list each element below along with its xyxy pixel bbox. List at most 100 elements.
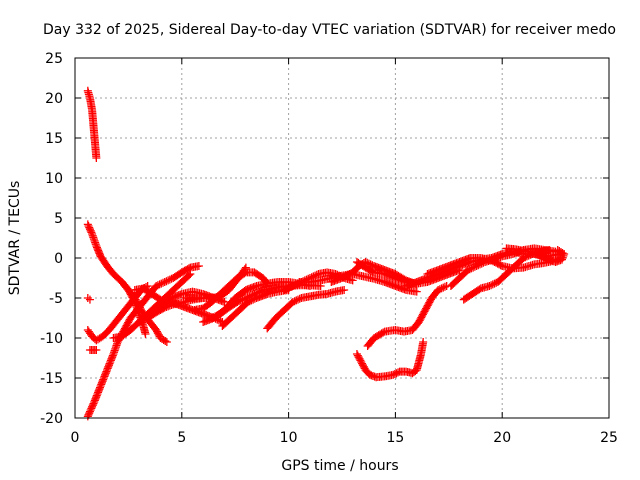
data-point bbox=[247, 296, 256, 305]
x-tick-label: 15 bbox=[386, 430, 404, 446]
data-point bbox=[340, 286, 349, 294]
data-point bbox=[490, 279, 499, 288]
data-point bbox=[538, 252, 547, 261]
data-point bbox=[295, 294, 304, 303]
data-point bbox=[412, 287, 421, 296]
y-tick-label: 15 bbox=[45, 131, 63, 147]
data-point bbox=[236, 296, 245, 305]
series-track-5 bbox=[85, 346, 101, 354]
y-axis-label: SDTVAR / TECUs bbox=[7, 181, 23, 296]
data-point bbox=[249, 295, 258, 304]
y-tick-label: 0 bbox=[54, 251, 63, 267]
data-point bbox=[541, 254, 550, 262]
y-tick-label: -10 bbox=[40, 331, 63, 347]
x-tick-label: 20 bbox=[493, 430, 511, 446]
data-point bbox=[435, 285, 444, 294]
y-tick-label: 5 bbox=[54, 211, 63, 227]
data-point bbox=[185, 271, 194, 280]
data-point bbox=[209, 313, 218, 322]
data-point bbox=[545, 246, 554, 254]
data-point bbox=[293, 295, 302, 304]
data-point bbox=[92, 346, 101, 354]
data-point bbox=[282, 285, 291, 294]
data-point bbox=[290, 297, 299, 306]
data-point bbox=[233, 298, 242, 306]
x-tick-label: 25 bbox=[600, 430, 618, 446]
plot-frame bbox=[74, 57, 610, 419]
data-point bbox=[288, 298, 297, 306]
data-point bbox=[165, 275, 174, 284]
data-point bbox=[465, 265, 474, 274]
data-point bbox=[437, 284, 446, 293]
x-axis-label: GPS time / hours bbox=[281, 458, 398, 474]
data-point bbox=[288, 282, 297, 290]
series-track-23 bbox=[363, 282, 451, 350]
series-track-22 bbox=[352, 338, 428, 382]
data-point bbox=[161, 337, 170, 345]
data-point bbox=[85, 295, 94, 304]
data-point bbox=[472, 262, 481, 270]
data-point bbox=[152, 282, 161, 290]
data-point bbox=[440, 282, 449, 291]
data-point bbox=[439, 283, 448, 292]
data-point bbox=[162, 338, 171, 346]
data-point bbox=[287, 282, 296, 291]
y-tick-label: -20 bbox=[40, 411, 63, 427]
y-tick-label: 10 bbox=[45, 171, 63, 187]
x-tick-label: 0 bbox=[71, 430, 80, 446]
data-point bbox=[207, 314, 216, 322]
data-point bbox=[464, 266, 473, 274]
y-tick-label: 20 bbox=[45, 91, 63, 107]
data-point bbox=[474, 261, 483, 270]
x-tick-label: 5 bbox=[177, 430, 186, 446]
data-point bbox=[244, 298, 253, 306]
data-point bbox=[553, 246, 562, 254]
series-track-3 bbox=[83, 294, 94, 304]
data-point bbox=[245, 297, 254, 306]
data-point bbox=[290, 281, 299, 290]
data-point bbox=[540, 253, 549, 262]
data-point bbox=[283, 284, 292, 293]
data-point bbox=[555, 247, 564, 255]
data-point bbox=[487, 281, 496, 290]
data-point bbox=[238, 295, 247, 304]
data-point bbox=[220, 298, 229, 306]
data-point bbox=[157, 279, 166, 288]
data-point bbox=[469, 263, 478, 272]
data-point bbox=[155, 280, 164, 289]
data-point bbox=[211, 312, 220, 321]
data-point bbox=[479, 258, 488, 267]
data-point bbox=[467, 264, 476, 273]
data-point bbox=[285, 283, 294, 292]
series-track-1 bbox=[83, 86, 101, 162]
data-point bbox=[160, 278, 169, 286]
data-point bbox=[475, 260, 484, 269]
y-tick-label: 25 bbox=[45, 51, 63, 67]
x-tick-label: 10 bbox=[280, 430, 298, 446]
data-point bbox=[140, 315, 149, 324]
axis-ticks: 0 5 10 15 20 25 -20 -15 -10 -5 0 5 10 15 20 25 bbox=[40, 51, 618, 446]
data-series bbox=[83, 86, 569, 421]
data-point bbox=[186, 270, 195, 278]
data-point bbox=[419, 338, 428, 346]
data-point bbox=[138, 316, 147, 325]
data-point bbox=[470, 262, 479, 271]
series-track-17 bbox=[263, 286, 349, 333]
data-point bbox=[136, 317, 145, 326]
data-point bbox=[159, 278, 168, 287]
series-track-28 bbox=[502, 244, 569, 266]
data-point bbox=[292, 296, 301, 305]
data-point bbox=[92, 154, 101, 162]
series-track-8 bbox=[117, 278, 150, 338]
data-point bbox=[212, 311, 221, 320]
series-track-6 bbox=[83, 262, 203, 421]
data-point bbox=[280, 286, 289, 294]
data-point bbox=[135, 318, 144, 326]
data-point bbox=[477, 259, 486, 268]
y-tick-label: -15 bbox=[40, 371, 63, 387]
y-tick-label: -5 bbox=[49, 291, 63, 307]
chart-title: Day 332 of 2025, Sidereal Day-to-day VTE… bbox=[43, 22, 616, 38]
data-point bbox=[519, 254, 528, 262]
